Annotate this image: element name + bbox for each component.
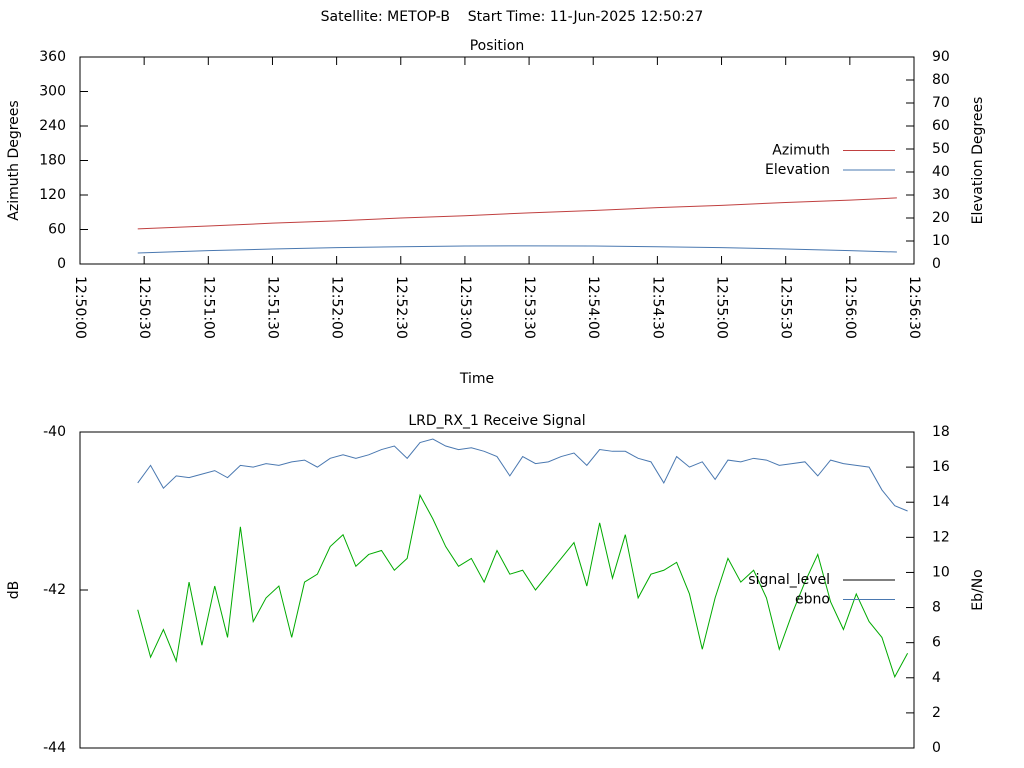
x-tick-label: 12:50:30 (136, 276, 152, 339)
chart-title: Position (470, 38, 525, 54)
y-tick-label: 0 (57, 256, 66, 272)
x-tick-label: 12:56:30 (906, 276, 922, 339)
y-axis-label: Azimuth Degrees (6, 100, 22, 220)
y2-tick-label: 10 (932, 564, 950, 580)
y2-tick-label: 40 (932, 164, 950, 180)
page-title: Satellite: METOP-B Start Time: 11-Jun-20… (321, 9, 704, 25)
x-tick-label: 12:52:30 (393, 276, 409, 339)
chart-title: LRD_RX_1 Receive Signal (408, 413, 585, 429)
x-tick-label: 12:56:00 (842, 276, 858, 339)
y2-tick-label: 4 (932, 670, 941, 686)
series-line (137, 438, 908, 512)
y2-tick-label: 8 (932, 600, 941, 616)
y2-tick-label: 0 (932, 256, 941, 272)
y-tick-label: 240 (39, 118, 66, 134)
series-line (137, 245, 897, 254)
y2-tick-label: 50 (932, 141, 950, 157)
x-tick-label: 12:54:30 (649, 276, 665, 339)
y-tick-label: -42 (43, 582, 66, 598)
y2-axis-label: Eb/No (970, 569, 986, 611)
legend-label: signal_level (748, 572, 830, 588)
y-tick-label: 360 (39, 49, 66, 65)
y-tick-label: -40 (43, 424, 66, 440)
x-tick-label: 12:54:00 (585, 276, 601, 339)
y2-tick-label: 70 (932, 95, 950, 111)
y-tick-label: 180 (39, 153, 66, 169)
y2-tick-label: 30 (932, 187, 950, 203)
y-tick-label: -44 (43, 740, 66, 756)
y2-tick-label: 10 (932, 233, 950, 249)
y2-tick-label: 80 (932, 72, 950, 88)
x-tick-label: 12:51:30 (264, 276, 280, 339)
y2-tick-label: 16 (932, 459, 950, 475)
x-tick-label: 12:50:00 (72, 276, 88, 339)
y-tick-label: 60 (48, 222, 66, 238)
legend-label: Elevation (765, 162, 830, 178)
y2-tick-label: 90 (932, 49, 950, 65)
y2-tick-label: 60 (932, 118, 950, 134)
y2-tick-label: 18 (932, 424, 950, 440)
x-tick-label: 12:55:30 (778, 276, 794, 339)
y2-tick-label: 20 (932, 210, 950, 226)
y-axis-label: dB (6, 581, 22, 600)
y2-tick-label: 0 (932, 740, 941, 756)
series-line (137, 493, 909, 679)
x-tick-label: 12:52:00 (329, 276, 345, 339)
x-tick-label: 12:53:30 (521, 276, 537, 339)
y-tick-label: 300 (39, 84, 66, 100)
y2-tick-label: 14 (932, 494, 950, 510)
x-tick-label: 12:55:00 (714, 276, 730, 339)
x-tick-label: 12:51:00 (200, 276, 216, 339)
legend-label: ebno (795, 592, 830, 608)
y2-tick-label: 12 (932, 529, 950, 545)
series-line (137, 197, 897, 230)
y2-axis-label: Elevation Degrees (970, 97, 986, 225)
y2-tick-label: 6 (932, 635, 941, 651)
x-tick-label: 12:53:00 (457, 276, 473, 339)
y-tick-label: 120 (39, 187, 66, 203)
legend-label: Azimuth (772, 143, 830, 159)
y2-tick-label: 2 (932, 705, 941, 721)
x-axis-label: Time (459, 371, 494, 387)
